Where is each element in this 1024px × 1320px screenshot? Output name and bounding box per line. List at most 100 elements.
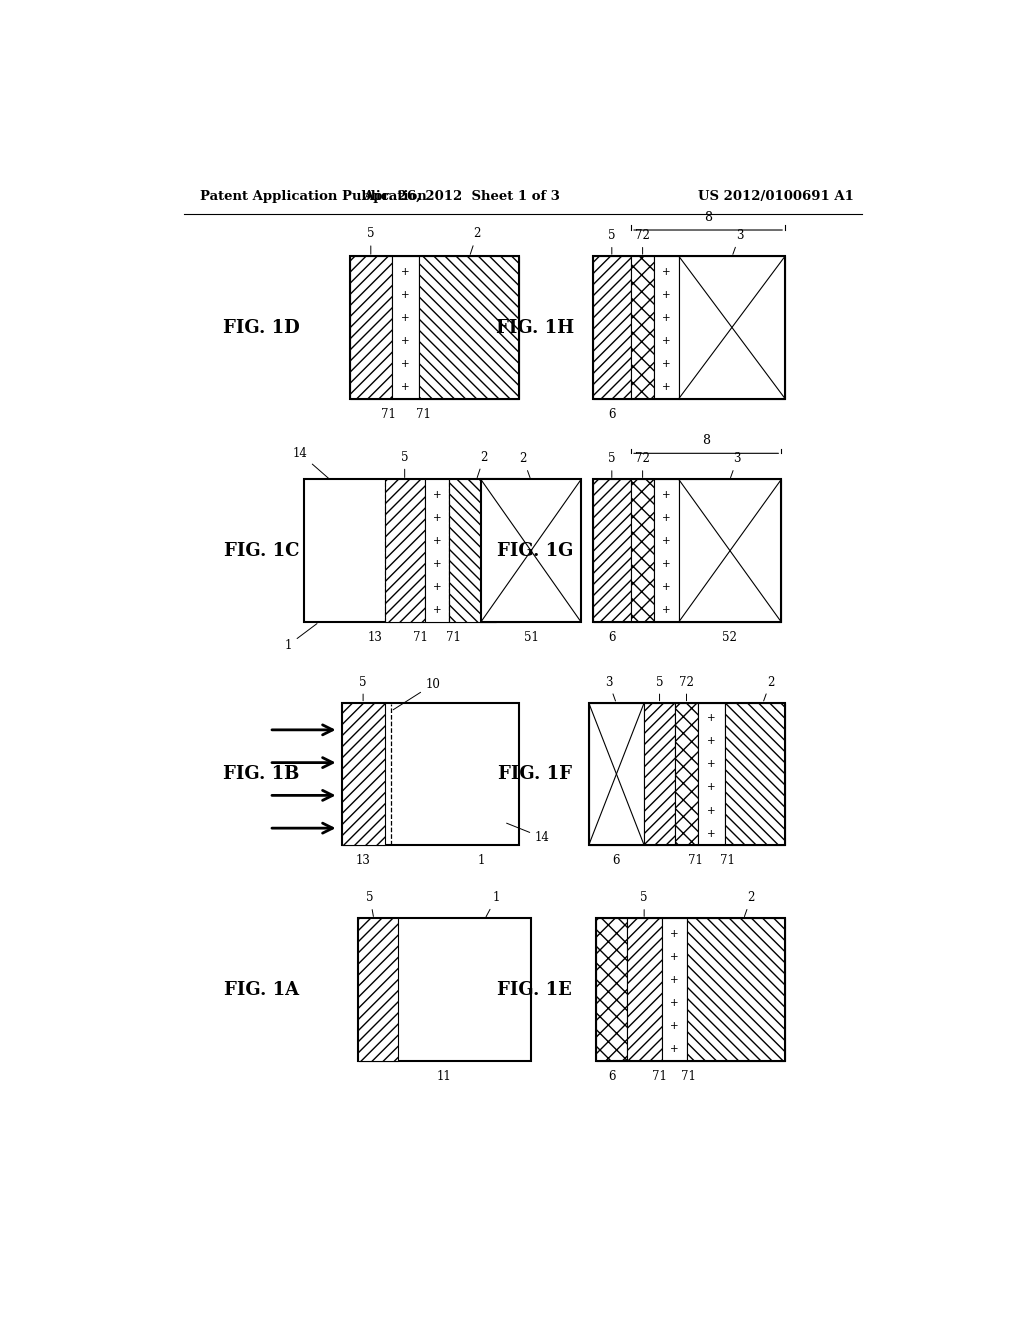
Text: 8: 8 bbox=[702, 434, 710, 447]
Bar bbox=[589, 702, 785, 845]
Text: +: + bbox=[663, 513, 671, 523]
Text: 71: 71 bbox=[414, 631, 428, 644]
Text: +: + bbox=[401, 313, 410, 323]
Text: +: + bbox=[663, 560, 671, 569]
Text: 14: 14 bbox=[293, 446, 329, 478]
Text: 71: 71 bbox=[652, 1071, 667, 1084]
Text: 2: 2 bbox=[477, 450, 487, 478]
Text: Patent Application Publication: Patent Application Publication bbox=[200, 190, 427, 203]
Bar bbox=[342, 702, 519, 845]
Text: 10: 10 bbox=[393, 677, 440, 710]
Text: +: + bbox=[663, 536, 671, 546]
Bar bbox=[385, 479, 425, 622]
Text: +: + bbox=[663, 335, 671, 346]
Text: +: + bbox=[707, 737, 716, 746]
Text: +: + bbox=[663, 289, 671, 300]
Text: +: + bbox=[401, 359, 410, 370]
Text: +: + bbox=[663, 313, 671, 323]
Text: US 2012/0100691 A1: US 2012/0100691 A1 bbox=[698, 190, 854, 203]
Text: FIG. 1G: FIG. 1G bbox=[497, 543, 573, 560]
Text: 72: 72 bbox=[635, 453, 650, 478]
Bar bbox=[342, 702, 385, 845]
Text: FIG. 1B: FIG. 1B bbox=[223, 766, 300, 783]
Text: +: + bbox=[707, 783, 716, 792]
Text: +: + bbox=[663, 490, 671, 500]
Text: 5: 5 bbox=[401, 450, 409, 478]
Text: 1: 1 bbox=[285, 623, 317, 652]
Text: 2: 2 bbox=[470, 227, 480, 255]
Bar bbox=[679, 479, 781, 622]
Bar bbox=[644, 702, 675, 845]
Text: 6: 6 bbox=[608, 631, 615, 644]
Text: 5: 5 bbox=[367, 227, 375, 255]
Text: +: + bbox=[707, 805, 716, 816]
Text: +: + bbox=[433, 582, 441, 593]
Text: 14: 14 bbox=[507, 824, 550, 843]
Text: FIG. 1C: FIG. 1C bbox=[223, 543, 299, 560]
Text: 1: 1 bbox=[477, 854, 484, 867]
Text: +: + bbox=[401, 335, 410, 346]
Bar bbox=[593, 479, 631, 622]
Text: +: + bbox=[433, 606, 441, 615]
Text: +: + bbox=[670, 929, 679, 939]
Text: FIG. 1E: FIG. 1E bbox=[498, 981, 572, 999]
Text: 3: 3 bbox=[730, 453, 741, 478]
Text: +: + bbox=[663, 267, 671, 277]
Text: 1: 1 bbox=[486, 891, 500, 916]
Bar bbox=[481, 479, 581, 622]
Text: +: + bbox=[707, 759, 716, 770]
Text: +: + bbox=[433, 490, 441, 500]
Text: +: + bbox=[670, 952, 679, 962]
Bar bbox=[686, 919, 785, 1061]
Text: FIG. 1F: FIG. 1F bbox=[498, 766, 571, 783]
Text: 11: 11 bbox=[436, 1071, 452, 1084]
Text: 6: 6 bbox=[608, 1071, 615, 1084]
Bar bbox=[725, 702, 785, 845]
Text: 5: 5 bbox=[359, 676, 367, 701]
Text: +: + bbox=[401, 289, 410, 300]
Text: +: + bbox=[401, 381, 410, 392]
Bar bbox=[631, 479, 654, 622]
Text: 52: 52 bbox=[722, 631, 737, 644]
Text: 6: 6 bbox=[608, 408, 615, 421]
Text: 71: 71 bbox=[688, 854, 703, 867]
Text: +: + bbox=[663, 582, 671, 593]
Bar bbox=[425, 479, 450, 622]
Bar bbox=[593, 256, 785, 399]
Bar bbox=[596, 919, 628, 1061]
Text: 71: 71 bbox=[445, 631, 461, 644]
Bar bbox=[357, 919, 531, 1061]
Text: Apr. 26, 2012  Sheet 1 of 3: Apr. 26, 2012 Sheet 1 of 3 bbox=[364, 190, 560, 203]
Text: 2: 2 bbox=[764, 676, 774, 701]
Text: 72: 72 bbox=[679, 676, 694, 701]
Text: 5: 5 bbox=[608, 228, 615, 255]
Text: 5: 5 bbox=[367, 891, 374, 916]
Text: +: + bbox=[663, 359, 671, 370]
Bar bbox=[628, 919, 662, 1061]
Bar bbox=[596, 919, 785, 1061]
Text: 71: 71 bbox=[681, 1071, 696, 1084]
Bar bbox=[631, 256, 654, 399]
Text: 2: 2 bbox=[744, 891, 755, 916]
Text: 2: 2 bbox=[519, 453, 530, 478]
Text: 51: 51 bbox=[523, 631, 539, 644]
Text: FIG. 1A: FIG. 1A bbox=[224, 981, 299, 999]
Text: +: + bbox=[670, 1022, 679, 1031]
Text: 13: 13 bbox=[355, 854, 371, 867]
Text: +: + bbox=[663, 381, 671, 392]
Bar bbox=[589, 702, 644, 845]
Bar bbox=[304, 479, 519, 622]
Bar bbox=[593, 479, 781, 622]
Bar bbox=[654, 256, 679, 399]
Text: +: + bbox=[433, 513, 441, 523]
Text: 72: 72 bbox=[635, 228, 650, 255]
Bar bbox=[593, 256, 631, 399]
Bar bbox=[450, 479, 496, 622]
Text: +: + bbox=[401, 267, 410, 277]
Bar bbox=[654, 479, 679, 622]
Text: 6: 6 bbox=[612, 854, 621, 867]
Text: 71: 71 bbox=[720, 854, 735, 867]
Text: +: + bbox=[707, 829, 716, 838]
Text: 5: 5 bbox=[640, 891, 648, 916]
Text: 71: 71 bbox=[416, 408, 431, 421]
